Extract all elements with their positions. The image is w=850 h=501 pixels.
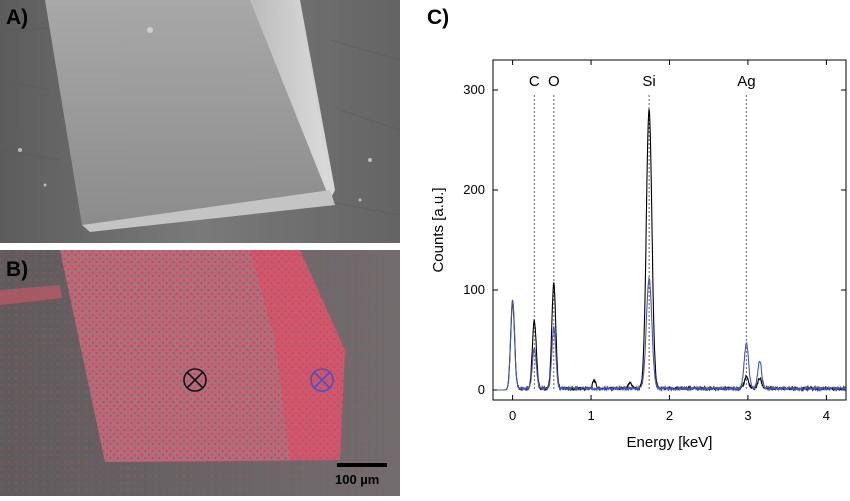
sem-image-panel-b: 100 µm B) xyxy=(0,250,400,496)
y-tick-label: 0 xyxy=(478,382,485,397)
scale-bar-label: 100 µm xyxy=(335,472,380,487)
edx-spectrum-panel-c: C) 0 1 2 3 4 0 100 200 300 Energy [keV] Counts [a.… xyxy=(405,0,850,496)
sem-image-panel-a: A) xyxy=(0,0,400,243)
edx-spectrum-chart: 0 1 2 3 4 0 100 200 300 Energy [keV] Counts [a.u.]… xyxy=(430,59,847,451)
x-tick-label: 1 xyxy=(587,408,594,423)
measurement-point-blue-marker xyxy=(310,368,334,392)
element-label: Si xyxy=(642,73,655,90)
x-axis-label: Energy [keV] xyxy=(627,434,713,451)
spectrum-line-black xyxy=(496,107,847,392)
y-tick-label: 200 xyxy=(463,182,485,197)
panel-label-c: C) xyxy=(427,6,450,29)
x-tick-label: 3 xyxy=(744,408,751,423)
panel-label-b: B) xyxy=(6,258,29,281)
y-tick-label: 100 xyxy=(463,282,485,297)
x-tick-label: 2 xyxy=(666,408,673,423)
y-axis-label: Counts [a.u.] xyxy=(430,187,447,272)
scale-bar xyxy=(337,463,387,467)
element-label: C xyxy=(529,73,540,90)
plot-frame xyxy=(492,59,847,401)
sem-image-b xyxy=(0,250,400,496)
measurement-point-black-marker xyxy=(183,368,207,392)
y-tick-label: 300 xyxy=(463,82,485,97)
spectrum-line-blue xyxy=(496,276,847,393)
panel-label-a: A) xyxy=(6,6,29,29)
x-tick-label: 0 xyxy=(509,408,516,423)
element-label: O xyxy=(548,73,560,90)
element-label: Ag xyxy=(737,73,755,90)
x-tick-label: 4 xyxy=(823,408,830,423)
sem-image-a xyxy=(0,0,400,243)
